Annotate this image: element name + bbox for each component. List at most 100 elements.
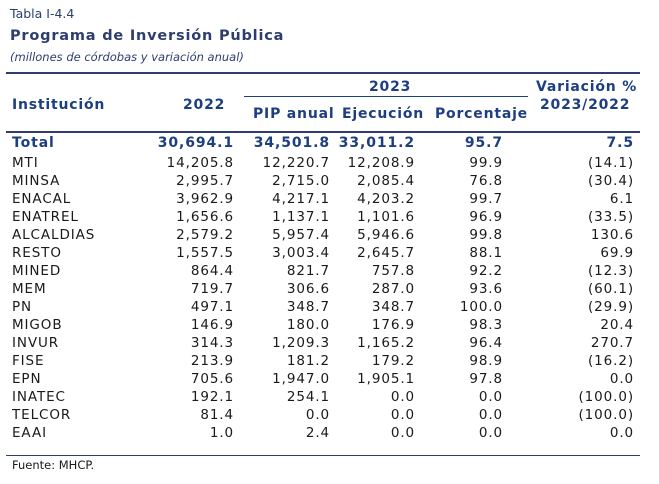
cell-ejecucion: 5,946.6 [357,227,415,243]
cell-2022: 705.6 [190,371,234,387]
cell-porcentaje: 100.0 [459,299,503,315]
cell-porcentaje: 0.0 [478,425,503,441]
cell-institucion: ENATREL [12,209,79,225]
cell-variacion: 130.6 [590,227,634,243]
cell-institucion: INVUR [12,335,60,351]
cell-variacion: 6.1 [609,191,634,207]
cell-institucion: MINED [12,263,62,279]
cell-variacion: (14.1) [588,155,634,171]
header-variacion-period: 2023/2022 [540,97,631,113]
cell-porcentaje: 76.8 [469,173,503,189]
header-porcentaje: Porcentaje [435,106,528,122]
cell-porcentaje: 99.8 [469,227,503,243]
cell-2022: 192.1 [190,389,234,405]
cell-pip-anual: 5,957.4 [272,227,330,243]
cell-2022: 213.9 [190,353,234,369]
cell-institucion: EAAI [12,425,47,441]
table-row: INATEC 192.1 254.1 0.0 0.0 (100.0) [0,389,659,407]
cell-pip-anual: 1,137.1 [272,209,330,225]
cell-variacion: (60.1) [588,281,634,297]
cell-institucion: EPN [12,371,42,387]
total-row: Total 30,694.1 34,501.8 33,011.2 95.7 7.5 [0,135,659,155]
cell-2022: 2,579.2 [176,227,234,243]
cell-pip-anual: 2.4 [305,425,330,441]
cell-ejecucion: 757.8 [371,263,415,279]
table-row: MIGOB 146.9 180.0 176.9 98.3 20.4 [0,317,659,335]
cell-pip-anual: 306.6 [286,281,330,297]
table-row: ENACAL 3,962.9 4,217.1 4,203.2 99.7 6.1 [0,191,659,209]
table-row: MTI 14,205.8 12,220.7 12,208.9 99.9 (14.1) [0,155,659,173]
cell-ejecucion: 0.0 [390,389,415,405]
cell-variacion: 7.5 [606,135,634,151]
cell-pip-anual: 180.0 [286,317,330,333]
cell-ejecucion: 12,208.9 [347,155,415,171]
cell-institucion: ENACAL [12,191,72,207]
cell-2022: 146.9 [190,317,234,333]
table-bottom-rule [6,455,640,456]
cell-2022: 81.4 [200,407,234,423]
header-2022: 2022 [183,97,226,113]
cell-ejecucion: 33,011.2 [338,135,415,151]
cell-ejecucion: 1,165.2 [357,335,415,351]
cell-porcentaje: 98.3 [469,317,503,333]
cell-porcentaje: 0.0 [478,389,503,405]
cell-porcentaje: 98.9 [469,353,503,369]
cell-ejecucion: 348.7 [371,299,415,315]
cell-porcentaje: 99.7 [469,191,503,207]
cell-variacion: (33.5) [588,209,634,225]
cell-variacion: 69.9 [600,245,634,261]
cell-pip-anual: 2,715.0 [272,173,330,189]
table-row: PN 497.1 348.7 348.7 100.0 (29.9) [0,299,659,317]
cell-2022: 3,962.9 [176,191,234,207]
cell-institucion: PN [12,299,33,315]
cell-porcentaje: 99.9 [469,155,503,171]
cell-ejecucion: 0.0 [390,425,415,441]
cell-2022: 497.1 [190,299,234,315]
table-row: TELCOR 81.4 0.0 0.0 0.0 (100.0) [0,407,659,425]
header-ejecucion: Ejecución [342,106,425,122]
cell-2022: 2,995.7 [176,173,234,189]
cell-porcentaje: 97.8 [469,371,503,387]
cell-variacion: 0.0 [609,425,634,441]
cell-institucion: TELCOR [12,407,72,423]
table-body: Total 30,694.1 34,501.8 33,011.2 95.7 7.5 MTI 1… [0,135,659,443]
cell-ejecucion: 1,905.1 [357,371,415,387]
table-row: ENATREL 1,656.6 1,137.1 1,101.6 96.9 (33.5) [0,209,659,227]
cell-2022: 719.7 [190,281,234,297]
cell-pip-anual: 181.2 [286,353,330,369]
table-row: RESTO 1,557.5 3,003.4 2,645.7 88.1 69.9 [0,245,659,263]
cell-institucion: INATEC [12,389,66,405]
cell-pip-anual: 821.7 [286,263,330,279]
cell-2022: 864.4 [190,263,234,279]
cell-pip-anual: 348.7 [286,299,330,315]
header-pip-anual: PIP anual [253,106,335,122]
table-row: MINSA 2,995.7 2,715.0 2,085.4 76.8 (30.4) [0,173,659,191]
cell-variacion: (12.3) [588,263,634,279]
cell-variacion: (29.9) [588,299,634,315]
table-row: EPN 705.6 1,947.0 1,905.1 97.8 0.0 [0,371,659,389]
table-row: MEM 719.7 306.6 287.0 93.6 (60.1) [0,281,659,299]
cell-pip-anual: 254.1 [286,389,330,405]
cell-porcentaje: 88.1 [469,245,503,261]
cell-variacion: (100.0) [578,407,634,423]
cell-pip-anual: 1,947.0 [272,371,330,387]
cell-institucion: FISE [12,353,45,369]
cell-2022: 1,557.5 [176,245,234,261]
cell-ejecucion: 4,203.2 [357,191,415,207]
cell-pip-anual: 3,003.4 [272,245,330,261]
cell-ejecucion: 2,645.7 [357,245,415,261]
cell-ejecucion: 1,101.6 [357,209,415,225]
cell-variacion: 270.7 [590,335,634,351]
cell-pip-anual: 0.0 [305,407,330,423]
cell-ejecucion: 287.0 [371,281,415,297]
cell-ejecucion: 2,085.4 [357,173,415,189]
cell-variacion: 0.0 [609,371,634,387]
cell-pip-anual: 12,220.7 [262,155,330,171]
header-institucion: Institución [12,97,106,113]
cell-institucion: ALCALDIAS [12,227,96,243]
cell-variacion: 20.4 [600,317,634,333]
table-row: MINED 864.4 821.7 757.8 92.2 (12.3) [0,263,659,281]
cell-2022: 1,656.6 [176,209,234,225]
cell-porcentaje: 95.7 [464,135,503,151]
cell-2022: 14,205.8 [166,155,234,171]
